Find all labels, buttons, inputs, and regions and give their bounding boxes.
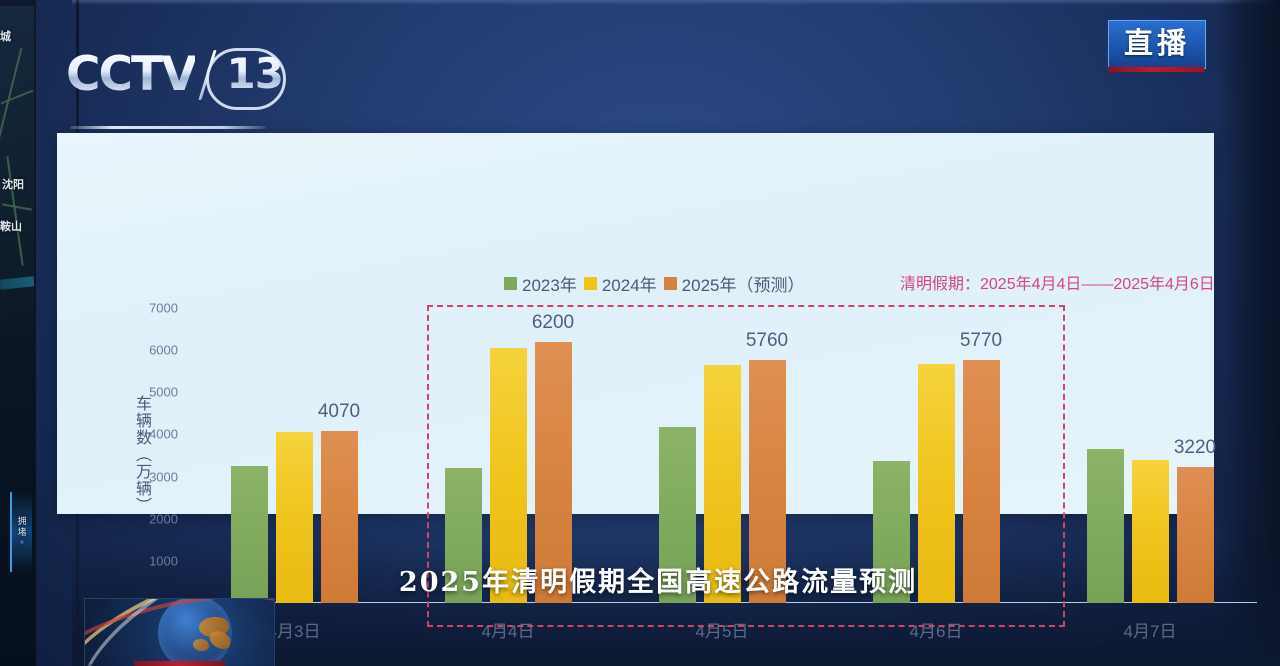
jam-tab-label: 拥 <box>17 516 27 526</box>
legend-swatch-icon <box>504 277 517 290</box>
bar-fill <box>917 363 955 603</box>
bar-fill <box>444 468 482 603</box>
bar-fill <box>872 460 910 603</box>
logo-ring-icon <box>205 48 286 110</box>
bar-group-4: 3220 4月7日 <box>1043 308 1257 641</box>
globe-landmass <box>193 638 210 651</box>
map-water <box>0 276 34 290</box>
bar-fill <box>962 359 1000 603</box>
map-road <box>0 47 23 165</box>
bar-fill <box>658 426 696 603</box>
news-globe-thumbnail <box>84 598 275 666</box>
bar-1-2: 6200 <box>531 308 575 603</box>
wall-bevel <box>72 0 1280 5</box>
bar-fill <box>320 431 358 603</box>
jam-tab-label: 堵 <box>17 527 27 537</box>
globe-icon <box>157 599 234 666</box>
bar-2-2: 5760 <box>745 308 789 603</box>
x-axis-tick-label: 4月7日 <box>1123 622 1177 641</box>
legend-label: 2023年 <box>522 276 577 295</box>
bar-0-2: 4070 <box>317 308 361 603</box>
y-axis-tick-label: 7000 <box>149 300 178 316</box>
bar-fill <box>489 348 527 603</box>
legend-label: 2025年（预测） <box>681 276 805 295</box>
bar-fill <box>1086 448 1124 603</box>
bar-fill <box>1176 467 1214 603</box>
map-road <box>2 203 32 211</box>
traffic-map: 城 沈阳 鞍山 <box>0 6 34 336</box>
bar-0-0 <box>230 308 268 603</box>
plot-area: 70006000500040003000200010000 40704月3日62… <box>149 301 1257 641</box>
chart-panel: 2023年 2024年 2025年（预测） 清明假期：2025年4月4日——2025… <box>57 133 1257 641</box>
bar-group-2: 5760 4月5日 <box>615 308 829 641</box>
bar-3-0 <box>872 308 910 603</box>
cctv13-logo: CCTV 13 新闻 <box>66 46 296 179</box>
y-axis-tick-label: 3000 <box>149 469 178 485</box>
bar-4-2: 3220 <box>1173 308 1217 603</box>
traffic-jam-tab[interactable]: 拥 堵 « <box>10 492 32 572</box>
holiday-highlight-box <box>427 305 1065 627</box>
legend-swatch-icon <box>583 277 597 290</box>
bar-fill <box>534 341 572 603</box>
bar-3-2: 5770 <box>959 308 1003 603</box>
bar-fill <box>703 364 741 603</box>
bar-value-label: 6200 <box>531 311 575 333</box>
map-city-label: 沈阳 <box>2 179 24 191</box>
map-road <box>6 156 24 266</box>
cctv-wordmark: CCTV <box>66 46 197 102</box>
lower-third-title: 2025年清明假期全国高速公路流量预测 <box>36 560 1280 599</box>
logo-underline <box>70 126 266 129</box>
bar-value-label: 5770 <box>959 329 1003 351</box>
bar-fill <box>1131 459 1169 603</box>
bar-2-1 <box>703 308 741 603</box>
bar-0-1 <box>275 308 313 603</box>
legend-item-1: 2024年 <box>583 271 657 296</box>
channel-number-badge: 13 <box>205 48 296 110</box>
y-axis-tick-label: 4000 <box>149 426 178 442</box>
legend-item-2: 2025年（预测） <box>663 271 805 296</box>
bar-group-1: 6200 4月4日 <box>401 308 615 641</box>
chart-legend: 2023年 2024年 2025年（预测） <box>504 271 804 296</box>
bar-4-0 <box>1086 308 1124 603</box>
bar-group-3: 5770 4月6日 <box>829 308 1043 641</box>
bar-value-label: 5760 <box>745 330 789 352</box>
chevron-left-icon: « <box>20 539 24 546</box>
page-title: 2025年清明假期全国高速公路流量预测 <box>398 567 918 598</box>
map-city-label: 城 <box>0 31 11 43</box>
bar-1-0 <box>444 308 482 603</box>
map-road <box>0 89 34 105</box>
left-monitor-strip: 城 沈阳 鞍山 拥 堵 « <box>0 0 36 666</box>
live-badge-underline <box>1108 67 1204 72</box>
bar-1-1 <box>489 308 527 603</box>
y-axis-tick-label: 5000 <box>149 384 178 400</box>
chart-panel-inner: 2023年 2024年 2025年（预测） 清明假期：2025年4月4日——2025… <box>57 133 1257 641</box>
bar-value-label: 4070 <box>317 401 361 423</box>
bar-fill <box>748 360 786 603</box>
bar-value-label: 3220 <box>1173 437 1217 459</box>
bar-2-0 <box>658 308 696 603</box>
legend-item-0: 2023年 <box>504 271 577 296</box>
swoosh-decoration <box>85 599 274 666</box>
bar-3-1 <box>917 308 955 603</box>
holiday-range-annotation: 清明假期：2025年4月4日——2025年4月6日 <box>900 276 1215 293</box>
bar-4-1 <box>1131 308 1169 603</box>
y-axis-tick-label: 2000 <box>149 511 178 527</box>
legend-swatch-icon <box>663 277 677 290</box>
live-badge-label: 直播 <box>1123 28 1190 60</box>
bar-fill <box>230 466 268 603</box>
thumbnail-accent-bar <box>134 661 225 666</box>
map-city-label: 鞍山 <box>0 221 22 233</box>
x-axis-tick-label: 4月3日 <box>267 622 321 641</box>
y-axis-tick-label: 1000 <box>149 553 178 569</box>
bar-fill <box>275 432 313 603</box>
bar-groups: 4070 4月3日 6200 4月4日 5760 4月5日 5770 4月6日 3220 4月7日 <box>187 308 1257 641</box>
bar-group-0: 4070 4月3日 <box>187 308 401 641</box>
live-badge: 直播 <box>1108 20 1206 69</box>
y-axis-title: 车辆数（万辆） <box>133 395 150 514</box>
legend-label: 2024年 <box>601 276 657 295</box>
y-axis-tick-label: 6000 <box>149 342 178 358</box>
